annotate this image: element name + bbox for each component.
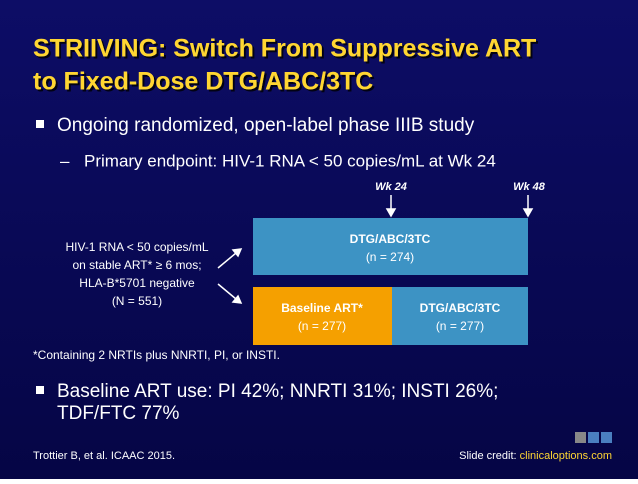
footnote: *Containing 2 NRTIs plus NNRTI, PI, or I… bbox=[33, 348, 280, 362]
arm-box bbox=[253, 287, 392, 345]
title: to Fixed-Dose DTG/ABC/3TC bbox=[33, 68, 373, 96]
citation: Trottier B, et al. ICAAC 2015. bbox=[33, 450, 175, 462]
arm-name: DTG/ABC/3TC bbox=[420, 301, 501, 315]
nav-icons[interactable] bbox=[575, 432, 612, 443]
bullet-text: Ongoing randomized, open-label phase III… bbox=[57, 115, 475, 136]
bullet bbox=[36, 120, 44, 128]
population-text: HIV-1 RNA < 50 copies/mL bbox=[65, 240, 208, 254]
nav-button[interactable] bbox=[588, 432, 599, 443]
dash: – bbox=[60, 151, 70, 170]
arm-n: (n = 277) bbox=[436, 319, 484, 333]
bullet bbox=[36, 386, 44, 394]
nav-button[interactable] bbox=[575, 432, 586, 443]
credit: Slide credit: clinicaloptions.com bbox=[459, 450, 612, 462]
arm-box bbox=[392, 287, 528, 345]
nav-button[interactable] bbox=[601, 432, 612, 443]
arm-n: (n = 277) bbox=[298, 319, 346, 333]
arm-name: DTG/ABC/3TC bbox=[350, 232, 431, 246]
arm-name: Baseline ART* bbox=[281, 301, 363, 315]
bullet-text: TDF/FTC 77% bbox=[57, 403, 180, 424]
bullet-text: Baseline ART use: PI 42%; NNRTI 31%; INS… bbox=[57, 381, 498, 402]
credit-label: Slide credit: bbox=[459, 450, 516, 462]
credit-link[interactable]: clinicaloptions.com bbox=[520, 450, 612, 462]
timepoint: Wk 24 bbox=[375, 181, 407, 193]
population-text: (N = 551) bbox=[112, 294, 162, 308]
sub-bullet-text: Primary endpoint: HIV-1 RNA < 50 copies/… bbox=[84, 151, 496, 170]
arm-box bbox=[253, 218, 528, 275]
arrows bbox=[217, 195, 534, 304]
population-text: on stable ART* ≥ 6 mos; bbox=[72, 258, 201, 272]
population-text: HLA-B*5701 negative bbox=[79, 276, 195, 290]
arm-n: (n = 274) bbox=[366, 250, 414, 264]
title: STRIIVING: Switch From Suppressive ART bbox=[33, 35, 536, 63]
timepoint: Wk 48 bbox=[513, 181, 546, 193]
